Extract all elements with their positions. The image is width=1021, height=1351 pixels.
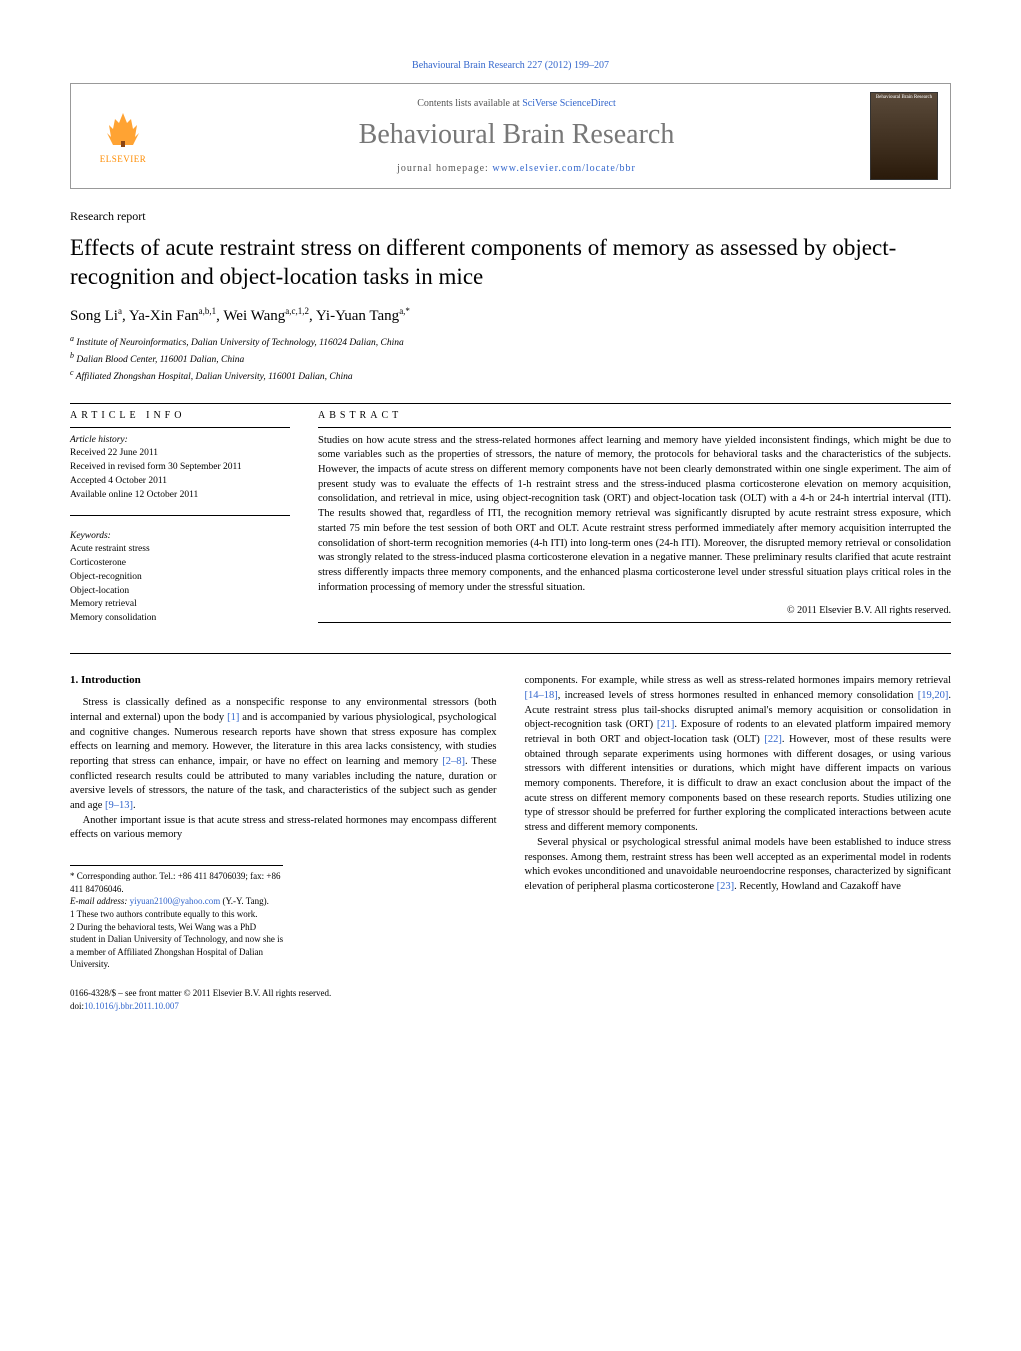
- divider: [70, 403, 951, 404]
- email-label: E-mail address:: [70, 896, 130, 906]
- history-online: Available online 12 October 2011: [70, 489, 290, 503]
- divider: [70, 515, 290, 516]
- citation-link[interactable]: [14–18]: [525, 690, 558, 701]
- homepage-line: journal homepage: www.elsevier.com/locat…: [163, 163, 870, 174]
- publisher-logo: ELSEVIER: [83, 109, 163, 164]
- contents-prefix: Contents lists available at: [417, 98, 522, 109]
- introduction-heading: 1. Introduction: [70, 674, 497, 686]
- divider: [70, 427, 290, 428]
- keyword-item: Memory consolidation: [70, 612, 290, 626]
- citation-link[interactable]: [22]: [764, 734, 782, 745]
- homepage-prefix: journal homepage:: [397, 163, 492, 174]
- homepage-link[interactable]: www.elsevier.com/locate/bbr: [492, 163, 636, 174]
- keywords-block: Keywords: Acute restraint stressCorticos…: [70, 530, 290, 626]
- divider: [70, 653, 951, 654]
- citation-link[interactable]: [2–8]: [442, 756, 465, 767]
- keywords-list: Acute restraint stressCorticosteroneObje…: [70, 543, 290, 626]
- footnote-1: 1 These two authors contribute equally t…: [70, 908, 283, 921]
- elsevier-tree-icon: [83, 109, 163, 154]
- citation-link[interactable]: [23]: [717, 881, 735, 892]
- keyword-item: Acute restraint stress: [70, 543, 290, 557]
- affiliation-line: a Institute of Neuroinformatics, Dalian …: [70, 333, 951, 350]
- journal-name: Behavioural Brain Research: [163, 119, 870, 151]
- keyword-item: Corticosterone: [70, 557, 290, 571]
- body-paragraph: Another important issue is that acute st…: [70, 814, 497, 843]
- divider: [318, 622, 951, 623]
- left-column: 1. Introduction Stress is classically de…: [70, 674, 497, 1012]
- right-column-paragraphs: components. For example, while stress as…: [525, 674, 952, 894]
- header-center: Contents lists available at SciVerse Sci…: [163, 98, 870, 174]
- history-accepted: Accepted 4 October 2011: [70, 475, 290, 489]
- affiliations-block: a Institute of Neuroinformatics, Dalian …: [70, 333, 951, 385]
- running-header: Behavioural Brain Research 227 (2012) 19…: [70, 60, 951, 71]
- article-info-heading: ARTICLE INFO: [70, 410, 290, 421]
- divider: [318, 427, 951, 428]
- abstract-copyright: © 2011 Elsevier B.V. All rights reserved…: [318, 605, 951, 616]
- keyword-item: Object-location: [70, 585, 290, 599]
- body-two-column: 1. Introduction Stress is classically de…: [70, 674, 951, 1012]
- body-paragraph: Stress is classically defined as a nonsp…: [70, 696, 497, 814]
- contents-available-line: Contents lists available at SciVerse Sci…: [163, 98, 870, 109]
- journal-header-box: ELSEVIER Contents lists available at Sci…: [70, 83, 951, 189]
- abstract-text: Studies on how acute stress and the stre…: [318, 434, 951, 596]
- abstract-heading: ABSTRACT: [318, 410, 951, 421]
- article-title: Effects of acute restraint stress on dif…: [70, 234, 951, 292]
- intro-paragraphs: Stress is classically defined as a nonsp…: [70, 696, 497, 843]
- citation-link[interactable]: [1]: [227, 712, 239, 723]
- history-revised: Received in revised form 30 September 20…: [70, 461, 290, 475]
- footnote-email: E-mail address: yiyuan2100@yahoo.com (Y.…: [70, 895, 283, 908]
- history-received: Received 22 June 2011: [70, 447, 290, 461]
- history-label: Article history:: [70, 434, 290, 448]
- footnote-corresponding: * Corresponding author. Tel.: +86 411 84…: [70, 870, 283, 895]
- footnote-2: 2 During the behavioral tests, Wei Wang …: [70, 921, 283, 971]
- citation-link[interactable]: [9–13]: [105, 800, 133, 811]
- cover-thumb-title: Behavioural Brain Research: [871, 93, 937, 102]
- body-paragraph: Several physical or psychological stress…: [525, 836, 952, 895]
- article-history: Article history: Received 22 June 2011 R…: [70, 434, 290, 503]
- doi-label: doi:: [70, 1001, 84, 1011]
- doi-line: doi:10.1016/j.bbr.2011.10.007: [70, 1000, 497, 1013]
- keyword-item: Object-recognition: [70, 571, 290, 585]
- authors-line: Song Lia, Ya-Xin Fana,b,1, Wei Wanga,c,1…: [70, 306, 951, 325]
- body-paragraph: components. For example, while stress as…: [525, 674, 952, 836]
- doi-link[interactable]: 10.1016/j.bbr.2011.10.007: [84, 1001, 179, 1011]
- issn-copyright: 0166-4328/$ – see front matter © 2011 El…: [70, 987, 497, 1000]
- email-link[interactable]: yiyuan2100@yahoo.com: [130, 896, 221, 906]
- sciencedirect-link[interactable]: SciVerse ScienceDirect: [522, 98, 616, 109]
- right-column: components. For example, while stress as…: [525, 674, 952, 1012]
- email-suffix: (Y.-Y. Tang).: [220, 896, 269, 906]
- footnotes-block: * Corresponding author. Tel.: +86 411 84…: [70, 865, 283, 971]
- affiliation-line: c Affiliated Zhongshan Hospital, Dalian …: [70, 367, 951, 384]
- footer-issn-line: 0166-4328/$ – see front matter © 2011 El…: [70, 987, 497, 1012]
- citation-link[interactable]: [21]: [657, 719, 675, 730]
- article-info-column: ARTICLE INFO Article history: Received 2…: [70, 410, 290, 630]
- affiliation-line: b Dalian Blood Center, 116001 Dalian, Ch…: [70, 350, 951, 367]
- keywords-label: Keywords:: [70, 530, 290, 544]
- publisher-name: ELSEVIER: [83, 154, 163, 164]
- keyword-item: Memory retrieval: [70, 598, 290, 612]
- citation-link[interactable]: [19,20]: [918, 690, 949, 701]
- article-type: Research report: [70, 209, 951, 224]
- journal-cover-thumbnail: Behavioural Brain Research: [870, 92, 938, 180]
- abstract-column: ABSTRACT Studies on how acute stress and…: [318, 410, 951, 630]
